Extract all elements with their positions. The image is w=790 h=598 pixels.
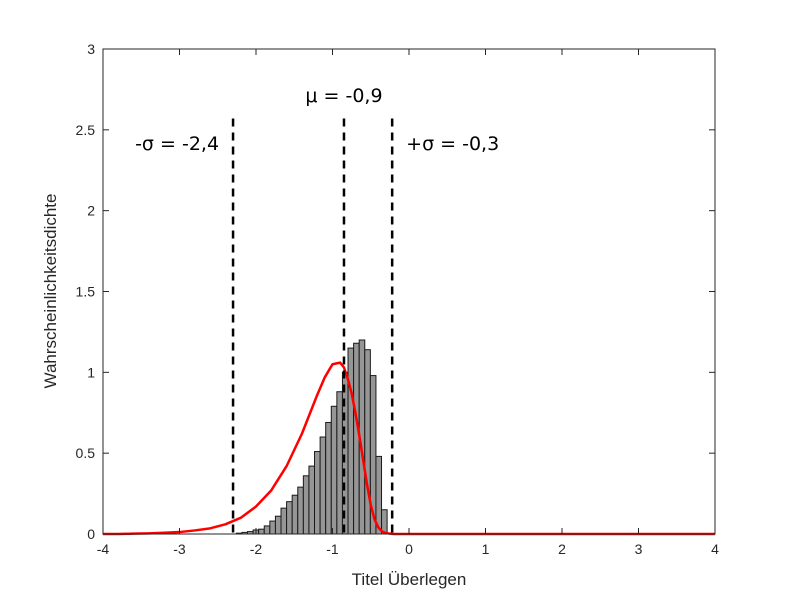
- histogram-bar: [325, 421, 332, 535]
- histogram-bar: [353, 342, 360, 535]
- y-tick-label: 0: [87, 526, 95, 542]
- x-axis-label: Titel Überlegen: [352, 570, 467, 589]
- x-tick-label: 1: [482, 541, 490, 557]
- x-tick-label: -3: [173, 541, 186, 557]
- histogram-bar: [347, 347, 355, 535]
- y-axis-label: Wahrscheinlichkeitsdichte: [41, 194, 60, 389]
- histogram-bar: [341, 371, 349, 535]
- histogram-bar: [302, 475, 310, 535]
- y-tick-label: 1: [87, 364, 95, 380]
- density-curve-layer: [103, 361, 715, 536]
- histogram-bar: [286, 501, 293, 535]
- y-tick-label: 0.5: [76, 445, 96, 461]
- y-tick-label: 2.5: [76, 122, 96, 138]
- y-tick-label: 2: [87, 203, 95, 219]
- histogram-bar: [297, 486, 304, 535]
- histogram-bar: [336, 391, 343, 535]
- histogram-bar: [274, 515, 282, 535]
- x-tick-label: -2: [250, 541, 263, 557]
- x-axis-ticks: -4 -3 -2 -1 0 1 2 3 4: [97, 49, 719, 557]
- histogram-bar: [269, 520, 276, 535]
- histogram-bar: [308, 465, 316, 535]
- histogram-bar: [291, 494, 299, 535]
- histogram-bars: [235, 339, 388, 535]
- y-axis-ticks: 0 0.5 1 1.5 2 2.5 3: [76, 41, 715, 542]
- x-tick-label: 4: [711, 541, 719, 557]
- histogram-bar: [280, 507, 288, 535]
- histogram-bar: [364, 349, 371, 535]
- vline-label: +σ = -0,3: [406, 133, 499, 155]
- density-curve: [103, 361, 715, 536]
- vline-label: -σ = -2,4: [135, 133, 219, 155]
- histogram-bar: [314, 451, 321, 535]
- x-tick-label: 0: [405, 541, 413, 557]
- plot-area: [103, 49, 715, 534]
- x-tick-label: -4: [97, 541, 110, 557]
- histogram-bar: [263, 525, 271, 535]
- vline-label: μ = -0,9: [305, 85, 382, 107]
- annotations: -σ = -2,4 μ = -0,9 +σ = -0,3: [135, 85, 499, 155]
- x-tick-label: -1: [326, 541, 339, 557]
- histogram-bar: [330, 405, 338, 535]
- histogram-bar: [258, 528, 265, 535]
- x-tick-label: 3: [635, 541, 643, 557]
- y-tick-label: 1.5: [76, 284, 96, 300]
- y-tick-label: 3: [87, 41, 95, 57]
- x-tick-label: 2: [558, 541, 566, 557]
- histogram-bar: [319, 436, 327, 535]
